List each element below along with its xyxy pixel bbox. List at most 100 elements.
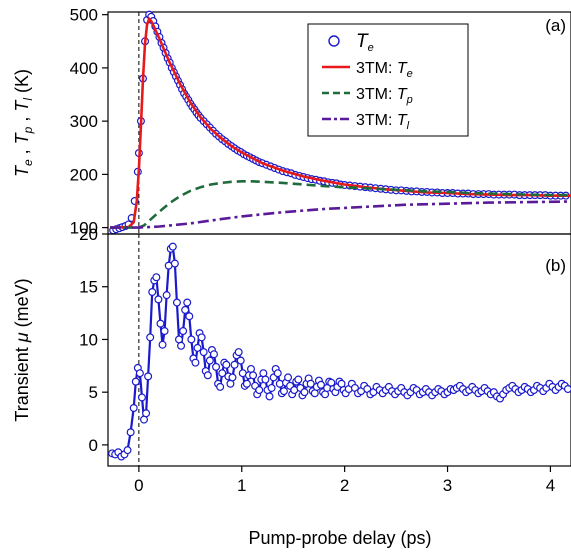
- series-mu-point: [144, 372, 153, 381]
- series-mu-point: [242, 379, 251, 388]
- series-mu-point: [137, 393, 146, 402]
- series-mu-point: [146, 333, 155, 342]
- series-mu-point: [162, 291, 171, 300]
- series-mu-point: [284, 373, 293, 382]
- legend-label-prefix: 3TM:: [356, 86, 397, 103]
- series-mu-point: [158, 340, 167, 349]
- series-mu-point: [183, 298, 192, 307]
- series-mu-point: [129, 404, 138, 413]
- series-mu-point: [216, 382, 225, 391]
- legend-label-sub: e: [407, 68, 413, 80]
- series-mu-point: [218, 369, 227, 378]
- x-tick-label: 1: [237, 476, 246, 495]
- series-mu-point: [267, 383, 276, 392]
- series-mu-point: [187, 335, 196, 344]
- series-mu-point: [234, 348, 243, 357]
- legend-label-main: T: [356, 31, 369, 52]
- legend-label-Te_meas: Te: [356, 31, 374, 54]
- series-mu-point: [563, 385, 571, 394]
- series-mu-point: [209, 350, 218, 359]
- series-mu-point: [205, 356, 214, 365]
- y-tick-label: 15: [79, 278, 98, 297]
- y-axis-title-part: T: [12, 131, 32, 144]
- y-axis-title-part: ,: [12, 112, 32, 127]
- panel-b-frame: [107, 233, 571, 467]
- series-mu-point: [181, 305, 190, 314]
- series-mu-point: [126, 428, 135, 437]
- series-mu-point: [316, 380, 325, 389]
- series-mu-point: [191, 358, 200, 367]
- series-mu-point: [203, 371, 212, 380]
- y-axis-title-part: e: [21, 159, 35, 166]
- x-tick-label: 2: [340, 476, 349, 495]
- y-tick-label: 100: [70, 219, 98, 238]
- series-mu-point: [249, 371, 258, 380]
- legend-label-main: T: [397, 112, 408, 129]
- y-axis-title: Te , Tp , Tl (K): [12, 69, 35, 177]
- legend-label-sub: e: [368, 42, 374, 54]
- series-mu-point: [172, 298, 181, 307]
- series-mu-point: [148, 288, 157, 297]
- y-axis-title-part: Transient: [12, 342, 32, 421]
- y-tick-label: 400: [70, 59, 98, 78]
- y-tick-label: 300: [70, 112, 98, 131]
- y-axis-title-part: p: [21, 126, 35, 134]
- series-Tp_3tm-line: [110, 180, 571, 229]
- y-axis-title-part: l: [21, 98, 35, 101]
- series-mu-point: [197, 333, 206, 342]
- series-mu-point: [265, 392, 274, 401]
- series-mu-point: [142, 409, 151, 418]
- y-tick-label: 500: [70, 6, 98, 25]
- y-tick-label: 0: [89, 436, 98, 455]
- legend-label-prefix: 3TM:: [356, 112, 397, 129]
- panel-b-axes: 0 5 10 15 20 Transient μ (meV) 0 1 2 3 4: [12, 225, 555, 495]
- legend-label-Tp_3tm: 3TM: Tp: [356, 86, 413, 106]
- series-mu-point: [279, 387, 288, 396]
- series-mu-point: [199, 348, 208, 357]
- series-mu-point: [222, 360, 231, 369]
- legend-label-sub: p: [406, 94, 413, 106]
- legend-label-main: T: [397, 60, 408, 77]
- series-mu-point: [156, 319, 165, 328]
- series-mu-point: [135, 369, 144, 378]
- series-mu-point: [193, 343, 202, 352]
- y-axis-title: Transient μ (meV): [12, 278, 32, 421]
- y-axis-title-part: (K): [12, 69, 32, 98]
- panel-b: 0 5 10 15 20 Transient μ (meV) 0 1 2 3 4 (b): [12, 225, 571, 495]
- series-mu-point: [154, 295, 163, 304]
- series-mu-point: [273, 369, 282, 378]
- series-mu-point: [261, 375, 270, 384]
- y-axis-title-part: ,: [12, 144, 32, 159]
- series-mu-point: [185, 312, 194, 321]
- y-tick-label: 5: [89, 383, 98, 402]
- y-axis-title-part: μ: [12, 332, 32, 343]
- series-mu-point: [131, 377, 140, 386]
- y-tick-label: 10: [79, 330, 98, 349]
- series-mu-point: [179, 327, 188, 336]
- y-axis-title-part: (meV): [12, 278, 32, 332]
- legend-label-Tl_3tm: 3TM: Tl: [356, 112, 410, 132]
- series-mu-point: [212, 362, 221, 371]
- series-Tl_3tm-line: [110, 200, 571, 229]
- series-mu-point: [152, 273, 161, 282]
- legend-label-sub: l: [407, 120, 410, 132]
- y-axis-title-part: T: [12, 99, 32, 112]
- series-mu-point: [170, 259, 179, 268]
- y-tick-label: 200: [70, 165, 98, 184]
- x-tick-label: 0: [134, 476, 143, 495]
- series-mu-point: [294, 375, 303, 384]
- y-tick-label: 20: [79, 225, 98, 244]
- y-axis-title-part: T: [12, 164, 32, 177]
- x-tick-label: 4: [546, 476, 555, 495]
- legend-label-main: T: [397, 86, 408, 103]
- series-mu-point: [177, 341, 186, 350]
- x-axis-title: Pump-probe delay (ps): [248, 528, 431, 548]
- legend-marker-Te_meas: [328, 35, 340, 47]
- panel-a-axes: 100 200 300 400 500 Te , Tp , Tl (K): [12, 6, 108, 238]
- legend-label-Te_3tm: 3TM: Te: [356, 60, 413, 80]
- panel-b-label: (b): [545, 256, 566, 275]
- series-mu-point: [300, 388, 309, 397]
